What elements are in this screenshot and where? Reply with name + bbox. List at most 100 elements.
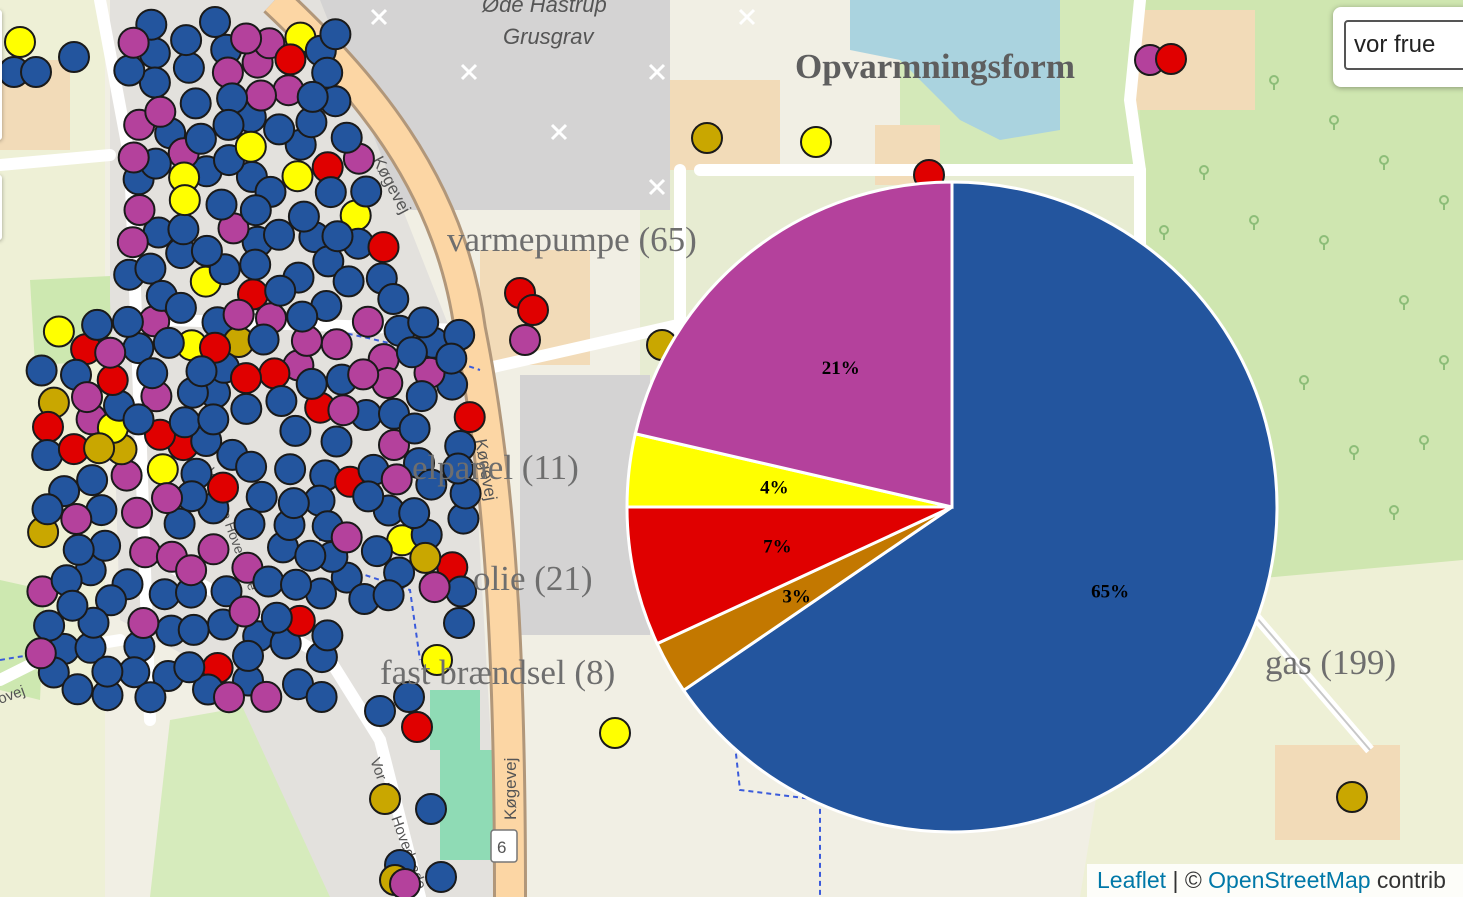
map-marker-gas[interactable] bbox=[311, 619, 344, 652]
map-marker-varmepumpe[interactable] bbox=[330, 521, 363, 554]
map-marker-varmepumpe[interactable] bbox=[351, 305, 384, 338]
map-marker-gas[interactable] bbox=[239, 194, 272, 227]
map-marker-elpanel[interactable] bbox=[168, 184, 201, 217]
map-marker-gas[interactable] bbox=[205, 188, 238, 221]
leaflet-link[interactable]: Leaflet bbox=[1097, 867, 1167, 893]
map-marker-gas[interactable] bbox=[279, 414, 312, 447]
map-marker-gas[interactable] bbox=[134, 681, 167, 714]
map-marker-olie[interactable] bbox=[230, 362, 262, 395]
map-marker-varmepumpe[interactable] bbox=[213, 681, 245, 714]
map-marker-gas[interactable] bbox=[263, 113, 296, 146]
map-marker-elpanel[interactable] bbox=[4, 26, 36, 58]
map-marker-varmepumpe[interactable] bbox=[389, 868, 421, 897]
map-marker-gas[interactable] bbox=[25, 354, 58, 387]
map-marker-gas[interactable] bbox=[230, 392, 263, 425]
map-marker-gas[interactable] bbox=[167, 213, 200, 246]
map-marker-varmepumpe[interactable] bbox=[151, 482, 183, 515]
map-marker-gas[interactable] bbox=[372, 579, 405, 612]
map-marker-gas[interactable] bbox=[442, 452, 475, 485]
map-marker-mustard[interactable] bbox=[369, 783, 401, 815]
map-marker-gas[interactable] bbox=[136, 357, 169, 390]
map-marker-gas[interactable] bbox=[113, 54, 146, 87]
map-marker-varmepumpe[interactable] bbox=[228, 595, 261, 628]
map-marker-gas[interactable] bbox=[425, 861, 457, 893]
map-marker-gas[interactable] bbox=[172, 51, 205, 84]
map-marker-varmepumpe[interactable] bbox=[129, 536, 162, 569]
map-marker-mustard[interactable] bbox=[691, 122, 723, 154]
map-marker-gas[interactable] bbox=[274, 453, 307, 486]
map-marker-gas[interactable] bbox=[264, 274, 297, 307]
zoom-control[interactable] bbox=[0, 10, 2, 140]
map-marker-gas[interactable] bbox=[77, 606, 110, 639]
map-marker-gas[interactable] bbox=[197, 403, 230, 436]
map-marker-gas[interactable] bbox=[134, 252, 167, 285]
map-marker-gas[interactable] bbox=[111, 305, 144, 338]
map-marker-varmepumpe[interactable] bbox=[117, 141, 150, 174]
map-marker-gas[interactable] bbox=[260, 601, 293, 634]
map-marker-elpanel[interactable] bbox=[146, 453, 179, 486]
map-marker-gas[interactable] bbox=[61, 673, 94, 706]
map-marker-elpanel[interactable] bbox=[234, 130, 267, 163]
map-marker-varmepumpe[interactable] bbox=[117, 26, 150, 59]
map-marker-gas[interactable] bbox=[168, 406, 201, 439]
map-marker-gas[interactable] bbox=[415, 468, 448, 501]
map-marker-varmepumpe[interactable] bbox=[110, 459, 143, 492]
map-marker-gas[interactable] bbox=[122, 403, 155, 436]
map-marker-gas[interactable] bbox=[415, 793, 447, 825]
map-marker-gas[interactable] bbox=[320, 425, 353, 458]
map-marker-varmepumpe[interactable] bbox=[230, 22, 263, 55]
map-marker-gas[interactable] bbox=[177, 613, 210, 646]
map-marker-varmepumpe[interactable] bbox=[418, 571, 451, 604]
map-marker-olie[interactable] bbox=[96, 364, 129, 396]
map-marker-gas[interactable] bbox=[398, 412, 431, 445]
map-marker-gas[interactable] bbox=[332, 265, 365, 298]
map-marker-gas[interactable] bbox=[170, 24, 203, 57]
map-marker-olie[interactable] bbox=[367, 231, 400, 264]
map-marker-gas[interactable] bbox=[91, 655, 124, 688]
map-marker-varmepumpe[interactable] bbox=[24, 637, 57, 670]
map-marker-gas[interactable] bbox=[245, 480, 278, 513]
map-marker-mustard[interactable] bbox=[1336, 781, 1368, 813]
map-marker-elpanel[interactable] bbox=[281, 160, 314, 193]
map-marker-gas[interactable] bbox=[314, 176, 347, 209]
map-marker-gas[interactable] bbox=[164, 291, 197, 324]
map-marker-varmepumpe[interactable] bbox=[60, 503, 93, 535]
map-marker-gas[interactable] bbox=[235, 450, 268, 483]
map-marker-varmepumpe[interactable] bbox=[509, 324, 541, 356]
map-marker-mustard[interactable] bbox=[83, 432, 116, 465]
map-marker-gas[interactable] bbox=[398, 497, 431, 530]
map-marker-varmepumpe[interactable] bbox=[127, 607, 160, 639]
map-marker-gas[interactable] bbox=[95, 584, 127, 617]
map-marker-gas[interactable] bbox=[364, 695, 396, 727]
map-marker-gas[interactable] bbox=[216, 82, 249, 115]
map-marker-gas[interactable] bbox=[89, 529, 122, 562]
map-marker-gas[interactable] bbox=[263, 218, 295, 251]
map-marker-gas[interactable] bbox=[305, 681, 338, 713]
map-marker-olie[interactable] bbox=[274, 43, 307, 76]
map-marker-gas[interactable] bbox=[265, 385, 298, 417]
map-marker-olie[interactable] bbox=[401, 711, 433, 743]
map-marker-olie[interactable] bbox=[1155, 43, 1187, 75]
map-marker-gas[interactable] bbox=[179, 87, 212, 120]
map-marker-gas[interactable] bbox=[280, 568, 312, 601]
map-marker-gas[interactable] bbox=[20, 56, 52, 88]
map-marker-varmepumpe[interactable] bbox=[250, 680, 283, 713]
map-marker-varmepumpe[interactable] bbox=[123, 194, 156, 226]
map-marker-varmepumpe[interactable] bbox=[144, 95, 177, 128]
map-marker-gas[interactable] bbox=[173, 651, 206, 684]
map-marker-olie[interactable] bbox=[32, 410, 64, 443]
map-marker-varmepumpe[interactable] bbox=[116, 226, 149, 259]
map-marker-varmepumpe[interactable] bbox=[327, 394, 360, 427]
map-marker-gas[interactable] bbox=[199, 6, 231, 38]
map-marker-gas[interactable] bbox=[319, 18, 352, 51]
map-marker-gas[interactable] bbox=[252, 565, 285, 598]
map-marker-gas[interactable] bbox=[377, 283, 410, 315]
map-marker-gas[interactable] bbox=[233, 508, 266, 540]
map-marker-gas[interactable] bbox=[210, 575, 243, 608]
openstreetmap-link[interactable]: OpenStreetMap bbox=[1208, 867, 1371, 893]
map-marker-gas[interactable] bbox=[152, 326, 185, 359]
map-marker-varmepumpe[interactable] bbox=[94, 336, 127, 369]
map-marker-varmepumpe[interactable] bbox=[197, 533, 230, 566]
map-marker-mustard[interactable] bbox=[409, 541, 442, 574]
layer-control[interactable] bbox=[0, 175, 2, 240]
